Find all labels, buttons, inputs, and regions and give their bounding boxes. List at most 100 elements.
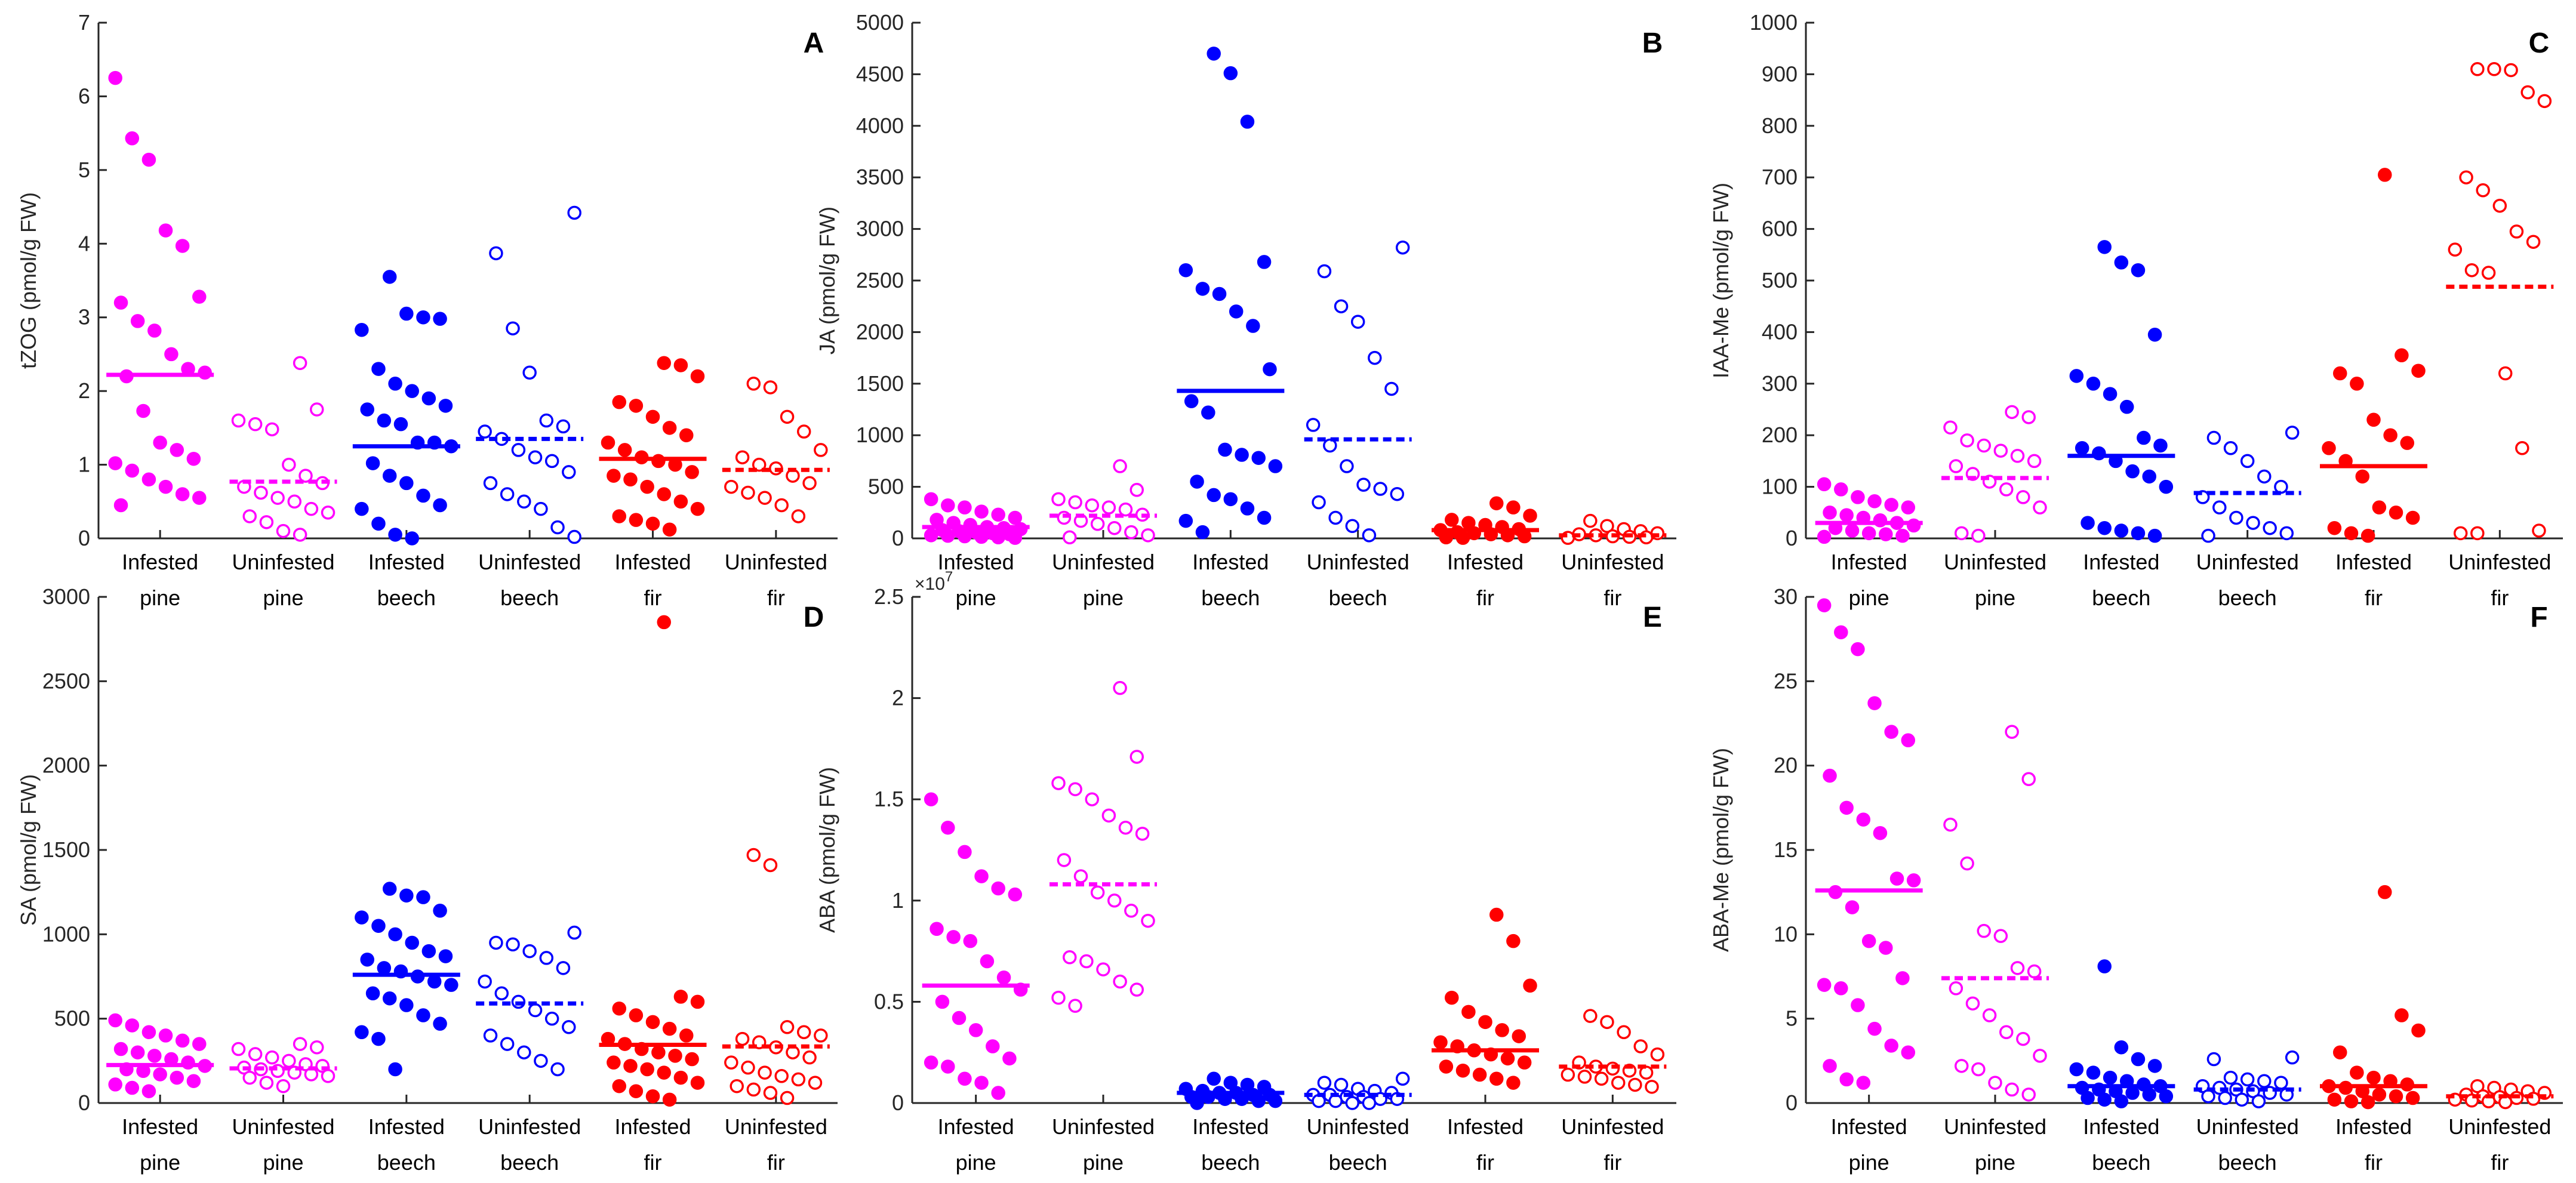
data-point	[2142, 469, 2156, 484]
data-point	[2137, 430, 2151, 445]
data-point	[2476, 183, 2490, 198]
y-axis-title: ABA (pmol/g FW)	[815, 767, 839, 933]
x-tick-label: beech	[377, 1150, 436, 1175]
panel-letter: E	[1643, 602, 1662, 633]
data-point	[1839, 800, 1854, 815]
y-tick-label: 700	[1762, 165, 1798, 189]
data-point	[802, 476, 817, 491]
data-point	[421, 944, 436, 959]
data-point	[617, 443, 632, 457]
data-point	[1229, 304, 1244, 319]
data-point	[1839, 508, 1854, 522]
x-tick-label: pine	[140, 586, 180, 610]
data-point	[1993, 929, 2008, 943]
data-point	[539, 951, 554, 965]
x-tick-label: Infested	[368, 1114, 445, 1139]
data-point	[158, 223, 173, 238]
data-point	[2131, 526, 2146, 541]
x-tick-label: Uninfested	[478, 550, 581, 574]
data-point	[780, 409, 795, 424]
data-point	[1113, 974, 1127, 989]
y-tick-label: 1000	[1750, 10, 1798, 35]
data-point	[1506, 934, 1521, 948]
data-point	[1517, 1055, 1532, 1070]
data-point	[377, 413, 392, 428]
data-point	[1178, 263, 1193, 278]
data-point	[1317, 264, 1332, 279]
y-tick-label: 10	[1774, 922, 1798, 946]
data-point	[1445, 990, 1459, 1005]
data-point	[1334, 299, 1349, 313]
data-point	[382, 882, 397, 896]
data-point	[673, 990, 688, 1004]
data-point	[1523, 978, 1537, 993]
data-point	[528, 1003, 543, 1018]
y-tick-label: 300	[1762, 371, 1798, 396]
data-point	[544, 454, 559, 469]
x-tick-label: beech	[377, 586, 436, 610]
data-point	[2355, 469, 2369, 484]
data-point	[657, 356, 671, 370]
data-point	[478, 974, 492, 989]
y-tick-label: 100	[1762, 475, 1798, 499]
data-point	[1999, 1025, 2014, 1040]
data-point	[2327, 520, 2342, 535]
panel-letter: C	[2529, 27, 2550, 59]
data-point	[265, 422, 279, 437]
y-tick-label: 2.5	[874, 584, 904, 609]
data-point	[1561, 1067, 1575, 1082]
data-point	[444, 978, 458, 992]
data-point	[1823, 1059, 1837, 1073]
data-point	[2395, 1008, 2409, 1022]
data-point	[522, 365, 537, 380]
x-tick-label: beech	[2218, 1150, 2277, 1175]
data-point	[1845, 900, 1860, 914]
data-point	[2383, 428, 2398, 442]
data-point	[980, 954, 995, 969]
x-tick-label: Infested	[2083, 1114, 2159, 1139]
data-point	[1124, 904, 1138, 918]
data-point	[393, 417, 408, 432]
y-axis-title: IAA-Me (pmol/g FW)	[1709, 183, 1733, 378]
panel-a: 0 1 2 3 4 5 6 7 Infested pine Uninfested pine Infest…	[16, 10, 838, 610]
data-point	[1639, 1065, 1654, 1080]
data-point	[662, 1092, 677, 1107]
data-point	[544, 1011, 559, 1026]
data-point	[1583, 513, 1598, 528]
data-point	[1057, 853, 1072, 867]
data-point	[1218, 442, 1232, 457]
data-point	[1207, 1071, 1221, 1086]
data-point	[2366, 1070, 2381, 1085]
data-point	[1085, 792, 1099, 806]
data-point	[2103, 1070, 2118, 1085]
data-point	[108, 70, 122, 85]
data-point	[1999, 482, 2014, 497]
y-tick-label: 1	[78, 452, 90, 477]
x-tick-label: Infested	[2335, 1114, 2412, 1139]
data-point	[287, 494, 301, 509]
data-point	[1889, 871, 1904, 886]
data-point	[1879, 941, 1893, 955]
data-point	[968, 1023, 983, 1037]
data-point	[2125, 464, 2140, 479]
data-point	[2114, 523, 2129, 538]
data-point	[612, 395, 626, 409]
data-point	[1906, 873, 1921, 888]
data-point	[1051, 492, 1066, 507]
data-point	[293, 1037, 307, 1051]
data-point	[405, 935, 419, 950]
data-point	[2016, 1031, 2030, 1046]
data-point	[528, 450, 543, 464]
data-point	[567, 529, 581, 544]
y-tick-label: 5	[1786, 1006, 1798, 1031]
data-point	[147, 324, 162, 338]
data-point	[2201, 1089, 2215, 1104]
data-point	[758, 1065, 772, 1080]
data-point	[2206, 430, 2221, 445]
data-point	[186, 1074, 201, 1089]
data-point	[1141, 528, 1155, 543]
data-point	[2240, 454, 2255, 469]
data-point	[1873, 825, 1888, 840]
data-point	[388, 377, 402, 391]
data-point	[2350, 377, 2364, 391]
